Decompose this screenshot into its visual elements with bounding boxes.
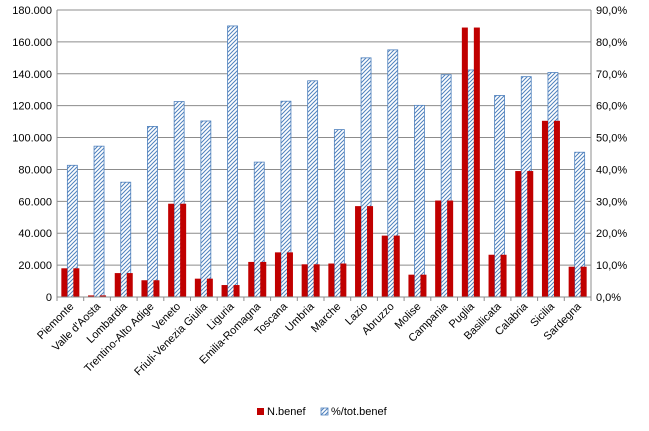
legend-swatch-nbenef <box>257 408 264 415</box>
legend: N.benef %/tot.benef <box>257 406 388 418</box>
bar-nbenef <box>473 27 480 298</box>
bar-nbenef <box>328 263 335 297</box>
left-tick-label: 120.000 <box>12 101 52 113</box>
bar-nbenef <box>126 273 133 297</box>
series-pct-bars <box>66 25 586 298</box>
legend-swatch-pct <box>320 407 329 416</box>
bar-nbenef <box>180 203 187 297</box>
left-tick-label: 40.000 <box>18 228 52 240</box>
bar-nbenef <box>260 261 267 297</box>
bar-nbenef <box>194 278 201 297</box>
bar-nbenef <box>233 285 240 297</box>
bar-nbenef <box>100 295 107 297</box>
bar-nbenef <box>248 261 255 297</box>
right-tick-label: 30,0% <box>596 196 627 208</box>
axes <box>56 10 592 301</box>
bar-nbenef <box>313 264 320 297</box>
bar-nbenef <box>221 285 228 297</box>
bar-nbenef <box>141 280 148 297</box>
bar-nbenef <box>568 266 575 297</box>
bar-nbenef <box>515 171 522 297</box>
bar-pct <box>93 145 105 298</box>
left-tick-label: 80.000 <box>18 164 52 176</box>
bar-pct <box>414 104 425 298</box>
gridlines <box>57 9 591 298</box>
left-tick-label: 60.000 <box>18 196 52 208</box>
bar-nbenef <box>435 200 442 297</box>
left-tick-label: 180.000 <box>12 5 52 17</box>
right-tick-label: 40,0% <box>596 164 627 176</box>
bar-nbenef <box>153 280 160 297</box>
left-tick-label: 140.000 <box>12 69 52 81</box>
left-axis-ticks: 0 20.000 40.000 60.000 80.000 100.000 120.000 1… <box>12 5 52 304</box>
bar-nbenef <box>88 295 95 297</box>
category-label: Marche <box>309 301 343 335</box>
bar-pct <box>147 125 158 298</box>
bar-nbenef <box>447 200 454 297</box>
bar-nbenef <box>114 273 121 297</box>
series-nbenef-bars <box>61 27 587 298</box>
right-tick-label: 50,0% <box>596 133 627 145</box>
bar-nbenef <box>381 235 388 297</box>
right-tick-label: 10,0% <box>596 260 627 272</box>
left-tick-label: 160.000 <box>12 37 52 49</box>
bar-nbenef <box>420 274 427 297</box>
bar-nbenef <box>61 268 68 297</box>
right-tick-label: 60,0% <box>596 101 627 113</box>
right-tick-label: 0,0% <box>596 292 621 304</box>
bar-nbenef <box>340 263 347 297</box>
bar-nbenef <box>301 264 308 297</box>
legend-label-pct: %/tot.benef <box>331 406 388 418</box>
right-tick-label: 20,0% <box>596 228 627 240</box>
right-tick-label: 70,0% <box>596 69 627 81</box>
bar-nbenef <box>408 274 415 297</box>
bar-nbenef <box>461 27 468 298</box>
left-tick-label: 0 <box>46 292 52 304</box>
bar-pct <box>227 25 238 298</box>
bar-nbenef <box>393 235 400 297</box>
bar-nbenef <box>367 206 374 297</box>
bar-nbenef <box>73 268 80 297</box>
bar-nbenef <box>206 278 213 297</box>
right-axis-ticks: 0,0% 10,0% 20,0% 30,0% 40,0% 50,0% 60,0% 70,0% 8… <box>596 5 627 304</box>
bar-nbenef <box>286 252 293 297</box>
bar-nbenef <box>500 254 507 297</box>
bar-nbenef <box>541 120 548 297</box>
bar-nbenef <box>580 266 587 297</box>
left-tick-label: 20.000 <box>18 260 52 272</box>
bar-nbenef <box>553 120 560 297</box>
right-tick-label: 80,0% <box>596 37 627 49</box>
left-tick-label: 100.000 <box>12 133 52 145</box>
bar-pct <box>200 120 212 298</box>
bar-nbenef <box>527 171 534 297</box>
bar-nbenef <box>488 254 495 297</box>
legend-label-nbenef: N.benef <box>267 406 306 418</box>
bar-nbenef <box>168 203 175 297</box>
right-tick-label: 90,0% <box>596 5 627 17</box>
bar-nbenef <box>355 206 362 297</box>
bar-nbenef <box>274 252 281 297</box>
